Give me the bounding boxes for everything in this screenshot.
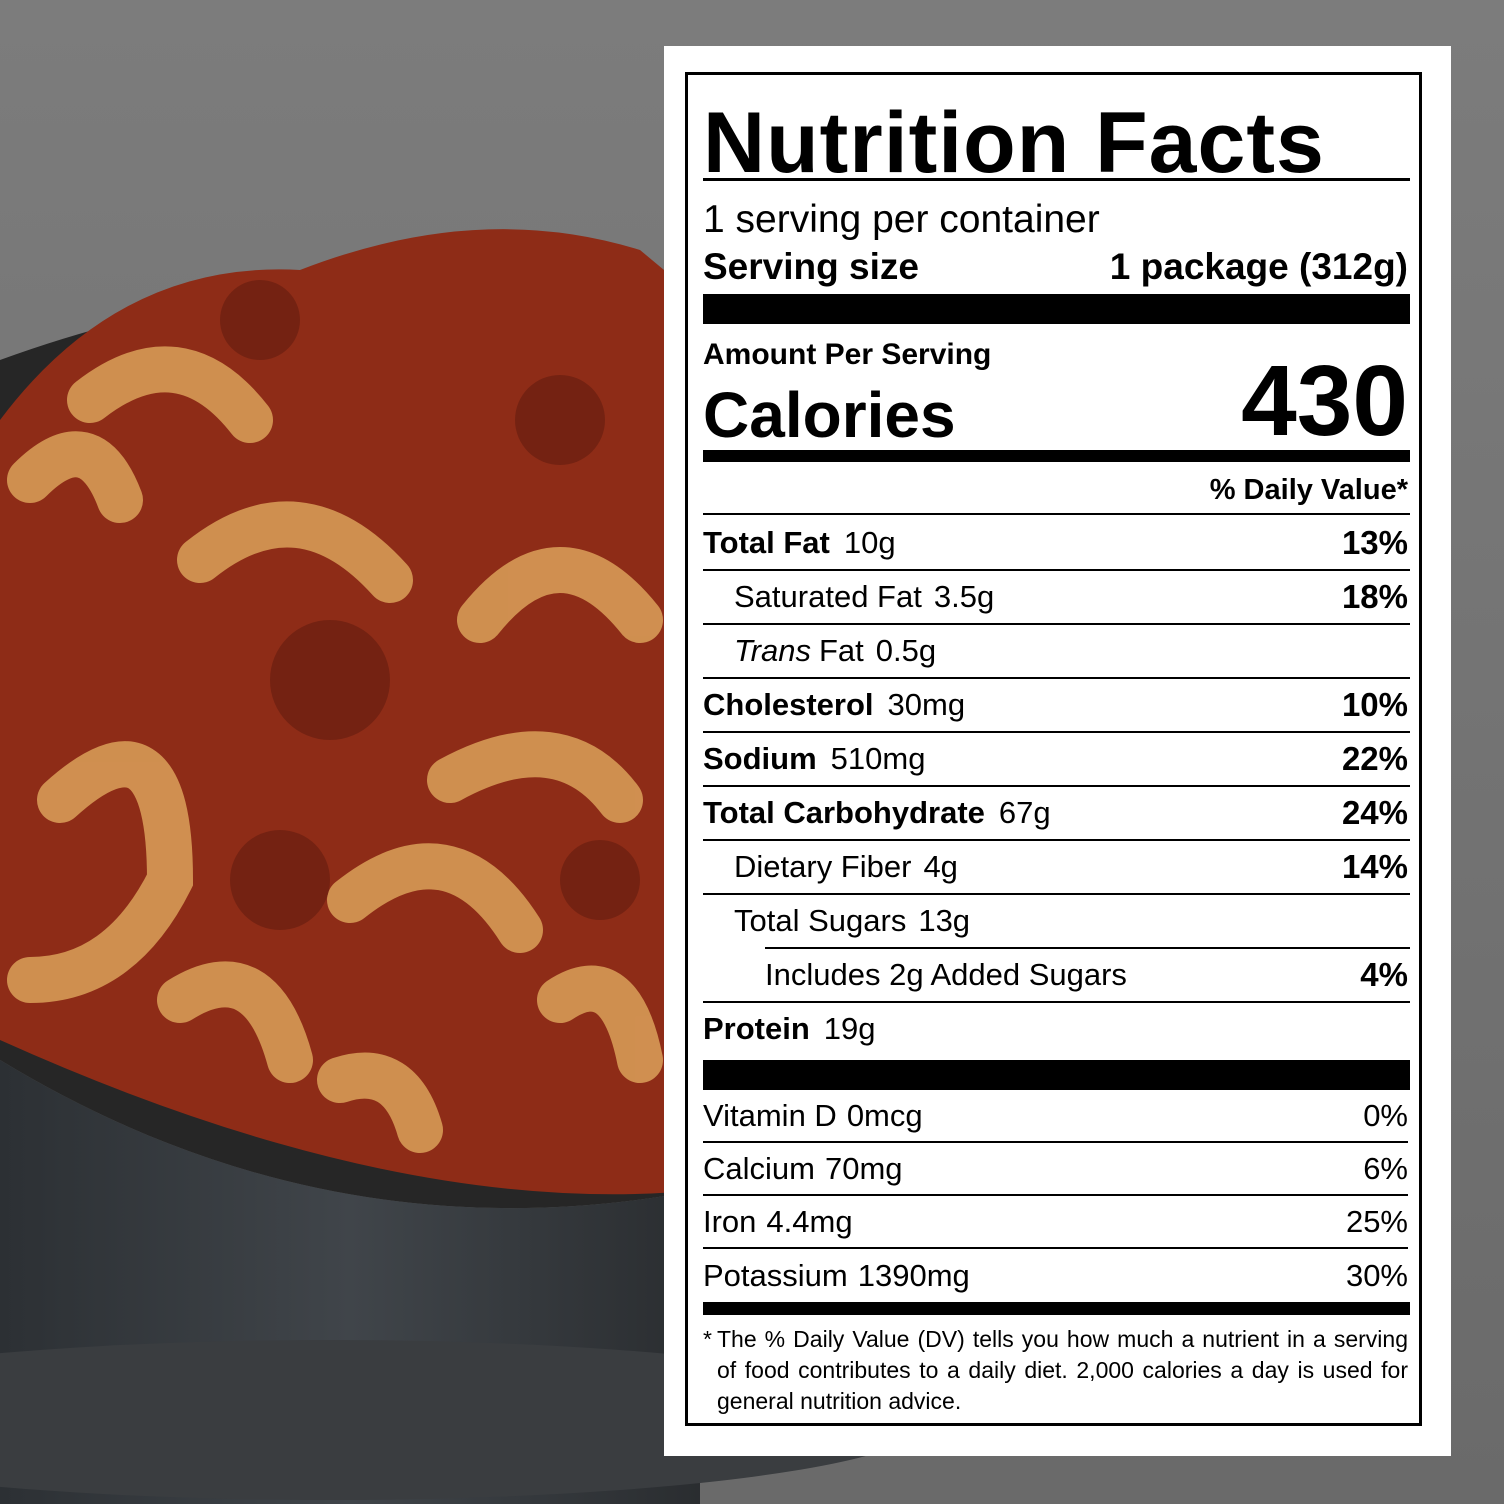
nutrient-amount: 10g [843,525,896,560]
nutrient-name: Cholesterol [703,687,874,722]
vitamin-row: Potassium 1390mg 30% [703,1249,1408,1302]
nutrient-row: Total Fat 10g 13% [703,517,1410,571]
nutrient-dv: 22% [1341,740,1408,777]
rule [703,513,1410,515]
footnote-text: The % Daily Value (DV) tells you how muc… [717,1326,1408,1414]
nutrient-amount: 4g [923,849,958,884]
nutrient-dv: 24% [1341,794,1408,831]
vitamin-name: Iron [703,1203,757,1239]
vitamin-row: Vitamin D 0mcg 0% [703,1090,1408,1143]
vitamin-row: Iron 4.4mg 25% [703,1196,1408,1249]
label-title: Nutrition Facts [703,95,1325,191]
nutrient-name-italic: Trans [734,633,811,668]
nutrient-row: Saturated Fat 3.5g 18% [703,571,1410,625]
vitamin-name: Potassium [703,1257,848,1293]
nutrient-row: Dietary Fiber 4g 14% [703,841,1410,895]
thick-rule [703,294,1410,324]
rule [703,178,1410,181]
nutrient-name: Dietary Fiber [734,849,912,884]
rule [703,839,1410,841]
medium-rule [703,450,1410,462]
footnote: * The % Daily Value (DV) tells you how m… [703,1324,1408,1417]
nutrient-dv: 4% [1360,956,1408,993]
nutrient-row: Sodium 510mg 22% [703,733,1410,787]
vitamin-list: Vitamin D 0mcg 0% Calcium 70mg 6% Iron 4.4mg 25%… [703,1090,1408,1302]
nutrient-row: Includes 2g Added Sugars 4% [703,949,1410,1003]
vitamin-amount: 70mg [824,1150,903,1186]
nutrition-label: Nutrition Facts 1 serving per container … [664,46,1451,1456]
nutrient-amount: 510mg [830,741,926,776]
rule [703,785,1410,787]
vitamin-name: Calcium [703,1150,815,1186]
nutrient-row: Total Sugars 13g [703,895,1410,949]
medium-rule [703,1302,1410,1315]
nutrient-amount: 0.5g [875,633,937,668]
vitamin-amount: 1390mg [857,1257,970,1293]
nutrient-row: Protein 19g [703,1003,1408,1055]
rule [765,947,1410,949]
vitamin-amount: 4.4mg [766,1203,853,1239]
nutrient-row: Cholesterol 30mg 10% [703,679,1410,733]
calories-row: Calories 430 [703,351,1408,451]
vitamin-row: Calcium 70mg 6% [703,1143,1408,1196]
serving-size-label: Serving size [703,246,919,287]
serving-size-value: 1 package (312g) [1109,246,1408,287]
nutrient-dv: 13% [1341,524,1408,561]
rule [703,731,1410,733]
amount-per-serving: Amount Per Serving [703,338,992,371]
vitamin-amount: 0mcg [846,1097,923,1133]
vitamin-name: Vitamin D [703,1097,837,1133]
nutrient-name: Total Carbohydrate [703,795,985,830]
nutrient-name: Protein [703,1011,810,1046]
nutrient-amount: 13g [918,903,971,938]
nutrient-name: Fat [818,633,864,668]
label-frame [685,72,1422,1426]
nutrient-row: Total Carbohydrate 67g 24% [703,787,1410,841]
vitamin-dv: 25% [1345,1203,1408,1239]
nutrient-name: Saturated Fat [734,579,922,614]
footnote-marker: * [703,1326,712,1352]
nutrient-dv: 10% [1341,686,1408,723]
servings: 1 serving per container [703,198,1100,241]
nutrient-list: Total Fat 10g 13% Saturated Fat 3.5g 18% Trans… [703,517,1410,1055]
rule [703,623,1410,625]
rule [703,1001,1410,1003]
rule [703,677,1410,679]
nutrient-name: Total Sugars [734,903,907,938]
nutrient-amount: 3.5g [933,579,995,614]
vitamin-dv: 0% [1363,1097,1408,1133]
daily-value-header: % Daily Value* [1209,474,1408,506]
thick-rule [703,1060,1410,1090]
nutrient-name: Includes 2g Added Sugars [765,957,1127,992]
nutrient-name: Total Fat [703,525,830,560]
serving-size: Serving size 1 package (312g) [703,246,1408,288]
rule [703,569,1410,571]
nutrient-amount: 30mg [887,687,966,722]
nutrient-row: Trans Fat 0.5g [703,625,1410,679]
nutrient-amount: 19g [823,1011,876,1046]
calories-label: Calories [703,379,956,451]
calories-value: 430 [1241,345,1408,457]
vitamin-dv: 30% [1345,1257,1408,1293]
vitamin-dv: 6% [1363,1150,1408,1186]
nutrient-dv: 18% [1341,578,1408,615]
nutrient-name: Sodium [703,741,817,776]
nutrient-amount: 67g [998,795,1051,830]
nutrient-dv: 14% [1341,848,1408,885]
rule [703,893,1410,895]
